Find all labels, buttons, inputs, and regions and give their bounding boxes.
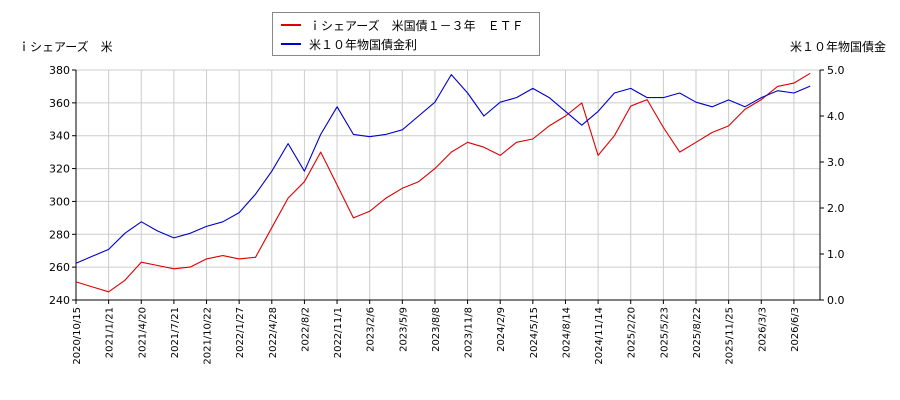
x-tick-label: 2025/8/22 [692,307,703,358]
chart-legend: ｉシェアーズ 米国債１－３年 ＥＴＦ 米１０年物国債金利 [272,12,540,56]
series-line-etf [75,72,811,293]
left-tick-label: 280 [49,228,70,241]
x-tick-label: 2022/11/1 [333,307,344,358]
legend-swatch-etf [281,24,301,26]
right-tick-label: 3.0 [827,156,845,169]
right-tick-label: 2.0 [827,202,845,215]
x-tick-label: 2024/8/14 [561,307,572,358]
legend-swatch-yield [281,43,301,45]
x-tick-label: 2024/11/14 [594,307,605,365]
left-tick-label: 340 [49,130,70,143]
x-tick-label: 2022/8/2 [300,307,311,352]
x-tick-label: 2025/11/25 [725,307,736,365]
right-axis-title: 米１０年物国債金 [789,40,886,54]
x-tick-label: 2024/2/9 [496,307,507,352]
left-axis-title: ｉシェアーズ 米 [18,40,113,54]
left-tick-label: 240 [49,294,70,307]
legend-item-etf: ｉシェアーズ 米国債１－３年 ＥＴＦ [281,16,524,34]
right-tick-label: 4.0 [827,110,845,123]
legend-label-etf: ｉシェアーズ 米国債１－３年 ＥＴＦ [309,18,524,33]
series-line-yield [75,74,811,264]
x-tick-label: 2021/4/20 [137,307,148,358]
x-tick-label: 2020/10/15 [72,307,83,365]
x-tick-label: 2025/5/23 [659,307,670,358]
x-tick-label: 2022/4/28 [268,307,279,358]
left-tick-label: 320 [49,163,70,176]
x-tick-label: 2026/3/3 [757,307,768,352]
x-tick-label: 2023/5/9 [398,307,409,352]
legend-item-yield: 米１０年物国債金利 [281,35,417,53]
left-tick-label: 300 [49,195,70,208]
x-tick-label: 2022/1/27 [235,307,246,358]
left-tick-label: 380 [49,64,70,77]
x-tick-label: 2023/8/8 [431,307,442,352]
left-tick-label: 260 [49,261,70,274]
x-tick-label: 2023/2/6 [366,307,377,352]
x-tick-label: 2026/6/3 [790,307,801,352]
x-tick-label: 2023/11/8 [464,307,475,358]
right-tick-label: 1.0 [827,248,845,261]
plot-area [76,70,820,300]
right-tick-label: 5.0 [827,64,845,77]
x-tick-label: 2024/5/15 [529,307,540,358]
legend-label-yield: 米１０年物国債金利 [309,37,418,52]
x-tick-label: 2021/10/22 [203,307,214,365]
left-tick-label: 360 [49,97,70,110]
x-tick-label: 2021/7/21 [170,307,181,358]
x-tick-label: 2021/1/21 [105,307,116,358]
right-tick-label: 0.0 [827,294,845,307]
x-tick-label: 2025/2/20 [627,307,638,358]
